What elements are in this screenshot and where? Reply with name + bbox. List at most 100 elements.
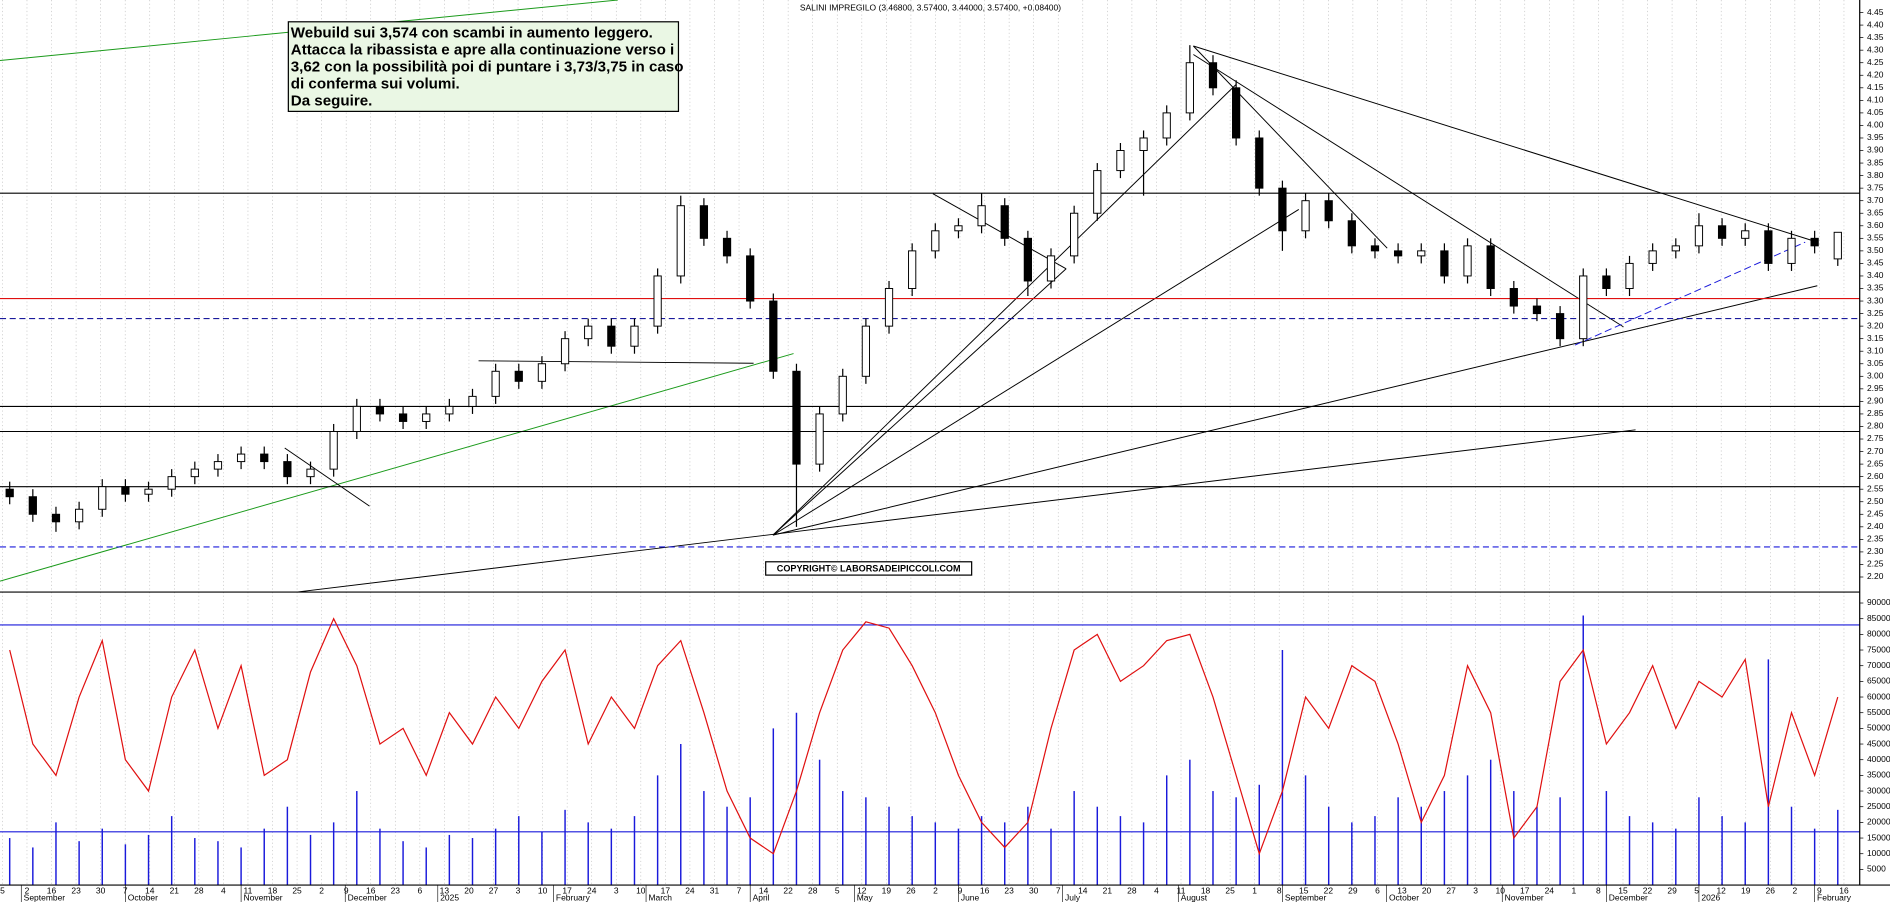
x-day-label: 2	[933, 885, 938, 895]
y-tick-label: 2.60	[1867, 471, 1884, 481]
x-day-label: 25	[292, 885, 302, 895]
trend-line	[296, 429, 1636, 593]
x-day-label: 14	[145, 885, 155, 895]
candle-body	[5, 488, 14, 498]
candle-body	[306, 468, 315, 478]
candle-body	[1093, 170, 1102, 214]
y-tick-label: 3.60	[1867, 220, 1884, 230]
x-day-label: 20	[464, 885, 474, 895]
candle-body	[653, 275, 662, 327]
candle-body	[1139, 137, 1148, 152]
y2-tick-label: 30000	[1867, 785, 1890, 795]
y2-tick-label: 40000	[1867, 754, 1890, 764]
x-day-label: 16	[366, 885, 376, 895]
y2-tick-label: 10000	[1867, 848, 1890, 858]
candle-body	[1347, 220, 1356, 247]
candle-body	[1787, 237, 1796, 264]
candle-body	[1000, 205, 1009, 239]
x-day-label: 30	[1029, 885, 1039, 895]
y-tick-label: 3.45	[1867, 258, 1884, 268]
candle-body	[1208, 62, 1218, 89]
y-tick-label: 4.15	[1867, 82, 1884, 92]
candle-body	[884, 288, 894, 327]
x-day-label: 23	[1004, 885, 1014, 895]
x-tick-label: February	[556, 893, 591, 902]
candle-body	[792, 370, 801, 465]
x-day-label: 28	[1127, 885, 1137, 895]
candle-body	[630, 325, 639, 347]
candle-body	[375, 405, 385, 415]
y-tick-label: 3.15	[1867, 333, 1884, 343]
x-day-label: 14	[1078, 885, 1088, 895]
candle-body	[352, 405, 361, 432]
candle-body	[908, 250, 917, 289]
x-tick-label: August	[1181, 893, 1208, 902]
x-day-label: 6	[1375, 885, 1380, 895]
x-day-label: 5	[0, 885, 5, 895]
candle-body	[51, 513, 61, 523]
x-day-label: 17	[562, 885, 572, 895]
x-day-label: 28	[808, 885, 818, 895]
candle-body	[1232, 87, 1241, 139]
y-tick-label: 2.85	[1867, 408, 1884, 418]
x-day-label: 12	[1716, 885, 1726, 895]
x-day-label: 7	[737, 885, 742, 895]
candle-body	[676, 205, 685, 277]
x-day-label: 10	[1495, 885, 1505, 895]
candle-body	[445, 405, 454, 415]
candle-body	[1393, 250, 1403, 257]
x-day-label: 4	[221, 885, 226, 895]
candle-body	[746, 255, 755, 302]
y-tick-label: 3.85	[1867, 157, 1884, 167]
trend-lines	[0, 0, 1818, 593]
candle-body	[1463, 245, 1472, 277]
candle-body	[607, 325, 616, 347]
x-day-label: 29	[1667, 885, 1677, 895]
y2-tick-label: 65000	[1867, 676, 1890, 686]
candle-body	[769, 300, 778, 372]
y-tick-label: 2.25	[1867, 559, 1884, 569]
trend-line	[772, 268, 1067, 536]
candle-body	[28, 496, 37, 515]
y-tick-label: 4.20	[1867, 69, 1884, 79]
y-tick-label: 3.55	[1867, 233, 1884, 243]
candle-body	[1324, 200, 1333, 222]
x-day-label: 16	[1839, 885, 1849, 895]
x-tick-label: December	[1609, 893, 1648, 902]
candle-body	[1278, 187, 1287, 232]
candle-body	[1555, 313, 1565, 340]
candle-body	[977, 205, 986, 227]
y-tick-label: 4.35	[1867, 32, 1884, 42]
y-tick-label: 3.10	[1867, 345, 1884, 355]
y2-tick-label: 35000	[1867, 770, 1890, 780]
candle-body	[1023, 237, 1032, 282]
x-day-label: 18	[268, 885, 278, 895]
x-day-label: 15	[1299, 885, 1309, 895]
y-tick-label: 2.55	[1867, 483, 1884, 493]
x-day-label: 8	[1596, 885, 1601, 895]
x-day-label: 18	[1201, 885, 1211, 895]
annotation-box	[287, 21, 680, 112]
x-day-label: 8	[1277, 885, 1282, 895]
y-tick-label: 4.05	[1867, 107, 1884, 117]
candle-body	[1579, 275, 1588, 340]
x-day-label: 2	[1792, 885, 1797, 895]
candle-body	[1255, 137, 1264, 189]
x-tick-label: September	[24, 893, 66, 902]
x-day-label: 13	[1397, 885, 1407, 895]
candle-body	[74, 508, 84, 523]
annotation-line: Webuild sui 3,574 con scambi in aumento …	[291, 25, 653, 42]
oscillator-line	[9, 617, 1839, 856]
x-day-label: 1	[1252, 885, 1257, 895]
annotation-line: Attacca la ribassista e apre alla contin…	[291, 41, 674, 58]
x-day-label: 4	[1154, 885, 1159, 895]
candle-body	[1741, 230, 1750, 239]
x-day-label: 28	[194, 885, 204, 895]
x-day-label: 23	[71, 885, 81, 895]
x-day-label: 21	[170, 885, 180, 895]
candle-body	[1440, 250, 1449, 277]
plot	[0, 45, 1860, 886]
copyright: COPYRIGHT© LABORSADEIPICCOLI.COM	[777, 563, 961, 573]
